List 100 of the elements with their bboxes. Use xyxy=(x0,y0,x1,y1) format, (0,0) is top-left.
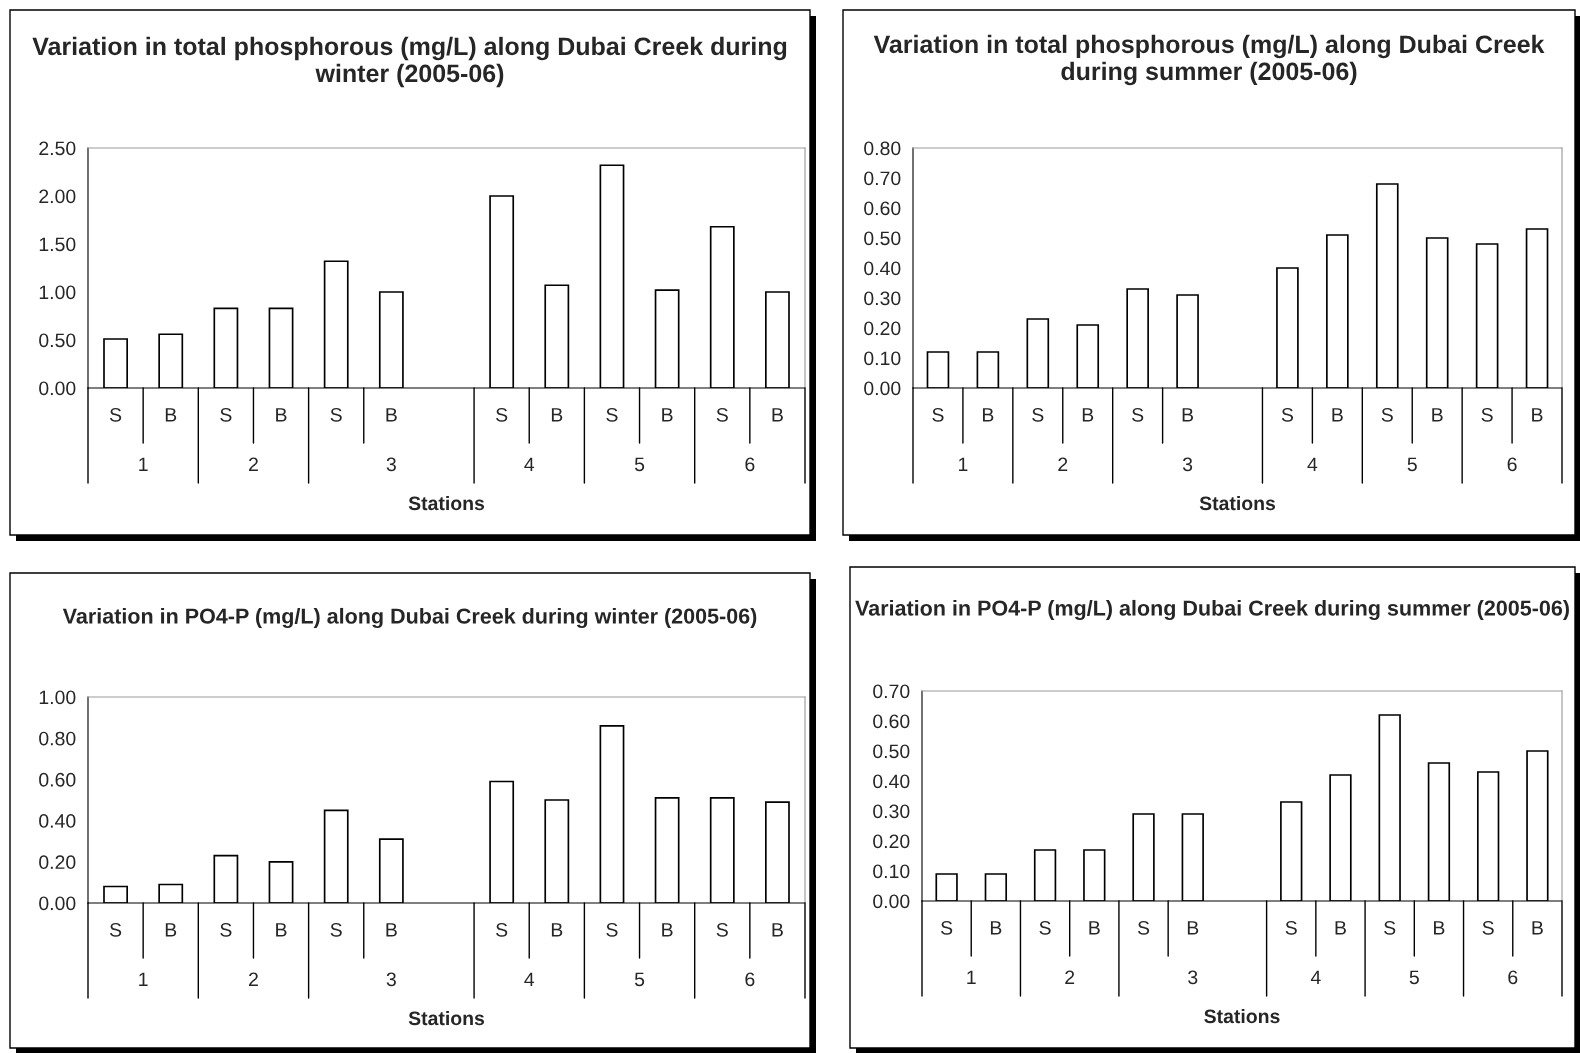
x-axis-title: Stations xyxy=(1199,495,1276,511)
y-tick-label: 1.00 xyxy=(39,285,76,300)
chart-title: Variation in PO4-P (mg/L) along Dubai Creek during winter (2005-06) xyxy=(62,607,757,629)
x-tick-label: S xyxy=(1381,407,1393,422)
y-tick-label: 0.70 xyxy=(864,171,901,186)
x-tick-label: S xyxy=(1481,407,1493,422)
text: 1 xyxy=(139,457,148,472)
y-tick-label: 0.30 xyxy=(873,804,910,819)
y-tick-label: 0.50 xyxy=(873,744,910,759)
y-tick-label: 0.00 xyxy=(39,381,76,396)
x-tick-label: B xyxy=(990,921,1002,935)
x-axis-title: Stations xyxy=(408,495,485,511)
x-tick-label: S xyxy=(220,407,232,422)
x-tick-label: B xyxy=(165,923,177,937)
y-tick-label: 2.50 xyxy=(39,141,76,156)
y-tick-label: 1.50 xyxy=(39,237,76,252)
text: 3 xyxy=(1182,457,1193,472)
text: 5 xyxy=(1409,970,1419,985)
x-tick-label: B xyxy=(165,408,177,422)
x-tick-label: S xyxy=(496,922,508,937)
x-tick-label: S xyxy=(330,407,342,422)
x-tick-label: B xyxy=(1332,408,1343,422)
y-tick-label: 0.00 xyxy=(873,894,910,909)
text: 2 xyxy=(1065,970,1075,985)
y-tick-label: 2.00 xyxy=(39,189,76,204)
text: 2 xyxy=(249,972,258,987)
y-tick-label: 0.20 xyxy=(873,834,910,849)
x-tick-label: S xyxy=(606,922,618,937)
text: 1 xyxy=(959,457,968,472)
x-tick-label: S xyxy=(716,922,728,937)
x-tick-label: B xyxy=(1434,921,1445,935)
y-tick-label: 0.40 xyxy=(873,774,910,789)
x-tick-label: B xyxy=(551,923,563,937)
text: 1 xyxy=(139,972,148,987)
y-tick-label: 0.40 xyxy=(864,261,901,276)
text: 3 xyxy=(386,457,396,472)
y-tick-label: 1.00 xyxy=(39,690,76,705)
text: 4 xyxy=(524,972,535,987)
x-tick-label: B xyxy=(1187,921,1199,935)
text: 5 xyxy=(634,457,645,472)
x-tick-label: S xyxy=(1137,920,1150,935)
x-tick-label: B xyxy=(772,408,783,422)
text: 2 xyxy=(1058,457,1068,472)
text: 3 xyxy=(386,972,396,987)
chart-title: Variation in total phosphorous (mg/L) along Dubai Creek during summer (2005-06) xyxy=(873,34,1545,86)
x-tick-label: B xyxy=(1432,408,1443,422)
y-tick-label: 0.40 xyxy=(39,814,76,828)
x-tick-label: S xyxy=(1285,920,1297,935)
x-tick-label: S xyxy=(496,407,508,422)
chart-title: Variation in total phosphorous (mg/L) along Dubai Creek during winter (2005-06) xyxy=(32,36,787,88)
text: 6 xyxy=(745,972,755,987)
y-tick-label: 0.20 xyxy=(864,321,901,336)
text: 6 xyxy=(745,457,755,472)
x-tick-label: B xyxy=(551,408,563,422)
x-tick-label: B xyxy=(386,923,397,937)
x-axis-title: Stations xyxy=(1204,1008,1280,1024)
y-tick-label: 0.20 xyxy=(39,855,76,870)
text: 3 xyxy=(1188,970,1198,985)
y-tick-label: 0.60 xyxy=(873,714,910,729)
text: 5 xyxy=(634,972,645,987)
text: 2 xyxy=(249,457,258,472)
x-tick-label: B xyxy=(1335,921,1346,935)
y-tick-label: 0.00 xyxy=(864,381,901,396)
x-tick-label: S xyxy=(109,922,122,937)
y-tick-label: 0.10 xyxy=(873,864,910,879)
x-tick-label: B xyxy=(662,923,673,937)
x-tick-label: S xyxy=(1039,920,1051,935)
text: 4 xyxy=(524,457,535,472)
text: 4 xyxy=(1307,457,1318,472)
x-tick-label: S xyxy=(330,922,342,937)
x-tick-label: S xyxy=(716,407,728,422)
x-tick-label: B xyxy=(386,408,397,422)
x-tick-label: B xyxy=(1532,408,1543,422)
y-tick-label: 0.50 xyxy=(864,231,901,246)
x-axis-title: Stations xyxy=(408,1010,485,1026)
text: 6 xyxy=(1508,970,1518,985)
x-tick-label: B xyxy=(1182,408,1194,422)
x-tick-label: S xyxy=(1032,407,1044,422)
x-tick-label: B xyxy=(982,408,994,422)
x-tick-label: B xyxy=(276,923,287,937)
x-tick-label: B xyxy=(1082,408,1094,422)
y-tick-label: 0.10 xyxy=(864,351,901,366)
y-tick-label: 0.80 xyxy=(39,731,76,746)
text: 5 xyxy=(1407,457,1417,472)
x-tick-label: S xyxy=(941,920,953,935)
x-tick-label: B xyxy=(772,923,783,937)
text: 1 xyxy=(967,970,976,985)
x-tick-label: S xyxy=(109,407,122,422)
x-tick-label: S xyxy=(1132,407,1144,422)
x-tick-label: B xyxy=(1089,921,1100,935)
x-tick-label: B xyxy=(662,408,673,422)
y-tick-label: 0.70 xyxy=(873,684,910,699)
y-tick-label: 0.00 xyxy=(39,896,76,911)
x-tick-label: S xyxy=(220,922,232,937)
y-tick-label: 0.50 xyxy=(39,333,76,348)
y-tick-label: 0.30 xyxy=(864,291,901,306)
y-tick-label: 0.60 xyxy=(864,201,901,216)
chart-title: Variation in PO4-P (mg/L) along Dubai Creek during summer (2005-06) xyxy=(855,599,1569,621)
y-tick-label: 0.60 xyxy=(39,772,76,787)
x-tick-label: S xyxy=(932,407,944,422)
